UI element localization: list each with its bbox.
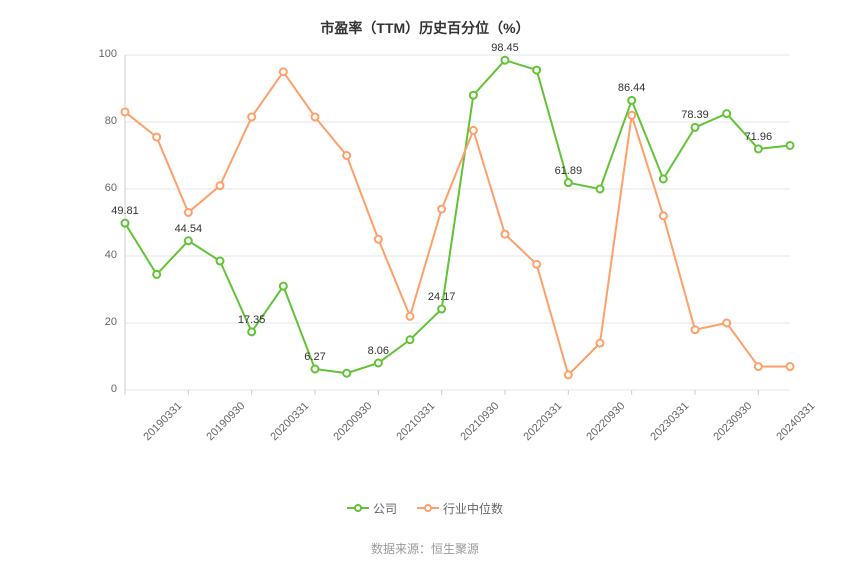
data-label: 86.44 bbox=[618, 82, 646, 94]
data-source: 数据来源：恒生聚源 bbox=[0, 540, 850, 557]
legend-marker-icon bbox=[354, 504, 362, 512]
data-label: 44.54 bbox=[175, 223, 203, 235]
data-label: 6.27 bbox=[304, 351, 325, 363]
data-label: 61.89 bbox=[555, 165, 583, 177]
data-label: 49.81 bbox=[111, 205, 139, 217]
legend-item[interactable]: 公司 bbox=[347, 500, 397, 517]
y-tick-label: 100 bbox=[99, 48, 117, 60]
data-label: 71.96 bbox=[745, 131, 773, 143]
data-label: 98.45 bbox=[491, 42, 519, 54]
y-tick-label: 0 bbox=[111, 383, 117, 395]
data-label: 8.06 bbox=[368, 345, 389, 357]
y-tick-label: 40 bbox=[105, 249, 117, 261]
legend-label: 行业中位数 bbox=[443, 500, 503, 517]
y-tick-label: 80 bbox=[105, 115, 117, 127]
legend-marker-icon bbox=[424, 504, 432, 512]
data-label: 78.39 bbox=[681, 109, 709, 121]
data-label: 24.17 bbox=[428, 291, 456, 303]
legend-line-icon bbox=[347, 507, 369, 509]
data-label: 17.35 bbox=[238, 314, 266, 326]
legend-item[interactable]: 行业中位数 bbox=[417, 500, 503, 517]
y-tick-label: 20 bbox=[105, 316, 117, 328]
chart-svg bbox=[0, 0, 850, 575]
legend: 公司 行业中位数 bbox=[0, 498, 850, 517]
legend-line-icon bbox=[417, 507, 439, 509]
legend-label: 公司 bbox=[373, 500, 397, 517]
y-tick-label: 60 bbox=[105, 182, 117, 194]
